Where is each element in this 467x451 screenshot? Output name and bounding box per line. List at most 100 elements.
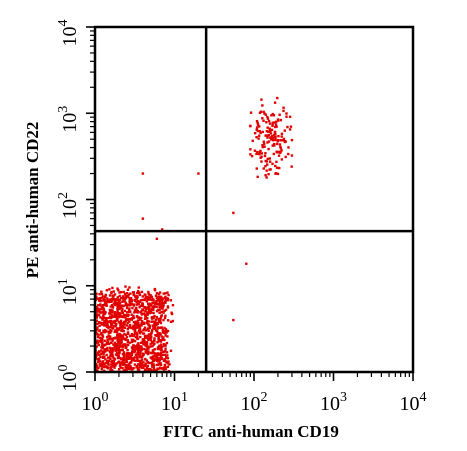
data-point <box>148 296 151 299</box>
data-point <box>290 138 294 142</box>
data-point <box>151 361 154 364</box>
data-point <box>100 365 104 368</box>
data-point <box>137 286 140 289</box>
data-point <box>274 172 277 175</box>
data-point <box>103 355 106 359</box>
data-point <box>144 343 148 346</box>
data-point <box>119 333 122 337</box>
data-point <box>115 348 119 351</box>
data-point <box>163 363 167 367</box>
data-point <box>116 309 119 313</box>
data-point <box>144 317 147 320</box>
data-point <box>96 322 99 326</box>
data-point <box>147 333 151 336</box>
data-point <box>135 364 139 368</box>
data-point <box>140 345 143 349</box>
data-point <box>100 331 103 335</box>
data-point <box>149 335 153 338</box>
data-point <box>134 347 138 351</box>
data-point <box>164 347 167 350</box>
data-point <box>157 363 161 366</box>
data-point <box>159 296 163 300</box>
data-point <box>113 293 117 296</box>
data-point <box>165 298 168 301</box>
data-point <box>139 310 142 314</box>
data-point <box>107 331 111 335</box>
data-point <box>98 321 101 325</box>
data-point <box>170 311 173 314</box>
data-point <box>95 305 98 309</box>
data-point <box>268 127 271 130</box>
x-tick-label: 102 <box>241 390 268 415</box>
data-point <box>104 293 107 297</box>
data-point <box>132 327 135 331</box>
data-point <box>113 362 116 365</box>
data-point <box>141 217 145 220</box>
data-point <box>103 339 106 343</box>
data-point <box>113 358 117 361</box>
data-point <box>278 151 282 154</box>
data-point <box>249 153 252 156</box>
data-point <box>250 154 254 158</box>
data-point <box>102 352 105 356</box>
data-point <box>140 358 144 362</box>
data-point <box>253 149 257 152</box>
data-point <box>100 362 104 366</box>
data-point <box>138 300 142 304</box>
data-point <box>95 297 98 300</box>
data-point <box>155 296 159 300</box>
data-point <box>255 119 259 123</box>
data-point <box>124 338 127 341</box>
data-point <box>143 343 146 346</box>
data-point <box>130 338 134 341</box>
data-point <box>156 347 160 351</box>
data-point <box>150 364 154 367</box>
data-point <box>138 293 142 297</box>
data-point <box>159 319 162 322</box>
data-point <box>163 316 167 320</box>
data-point <box>280 158 284 161</box>
data-point <box>125 367 128 371</box>
data-point <box>163 338 166 342</box>
data-point <box>153 348 156 351</box>
data-point <box>279 118 283 122</box>
data-point <box>124 318 128 322</box>
data-point <box>103 312 107 316</box>
data-point <box>276 150 279 154</box>
data-point <box>134 335 138 339</box>
data-point <box>127 310 130 314</box>
data-point <box>101 356 105 360</box>
data-point <box>114 349 117 353</box>
data-point <box>119 296 123 300</box>
data-point <box>133 359 136 362</box>
data-point <box>268 122 272 125</box>
data-point <box>121 334 124 337</box>
data-point <box>272 133 276 137</box>
data-point <box>124 319 127 323</box>
data-point <box>149 339 153 342</box>
data-point <box>99 311 103 314</box>
data-point <box>153 358 157 362</box>
data-point <box>119 320 123 324</box>
data-point <box>95 328 98 331</box>
data-point <box>114 298 117 301</box>
data-point <box>264 134 267 137</box>
data-point <box>136 325 139 328</box>
data-point <box>159 317 162 320</box>
data-point <box>97 366 100 370</box>
data-point <box>96 364 99 367</box>
data-point <box>116 356 120 360</box>
data-point <box>148 302 151 305</box>
data-point <box>165 341 169 345</box>
data-point <box>116 333 120 336</box>
data-point <box>104 323 108 327</box>
data-point <box>98 324 101 328</box>
data-point <box>142 312 146 315</box>
data-point <box>118 303 121 306</box>
data-point <box>255 128 258 131</box>
data-point <box>162 304 165 307</box>
data-point <box>110 299 113 302</box>
data-point <box>96 339 99 342</box>
data-point <box>288 115 292 119</box>
